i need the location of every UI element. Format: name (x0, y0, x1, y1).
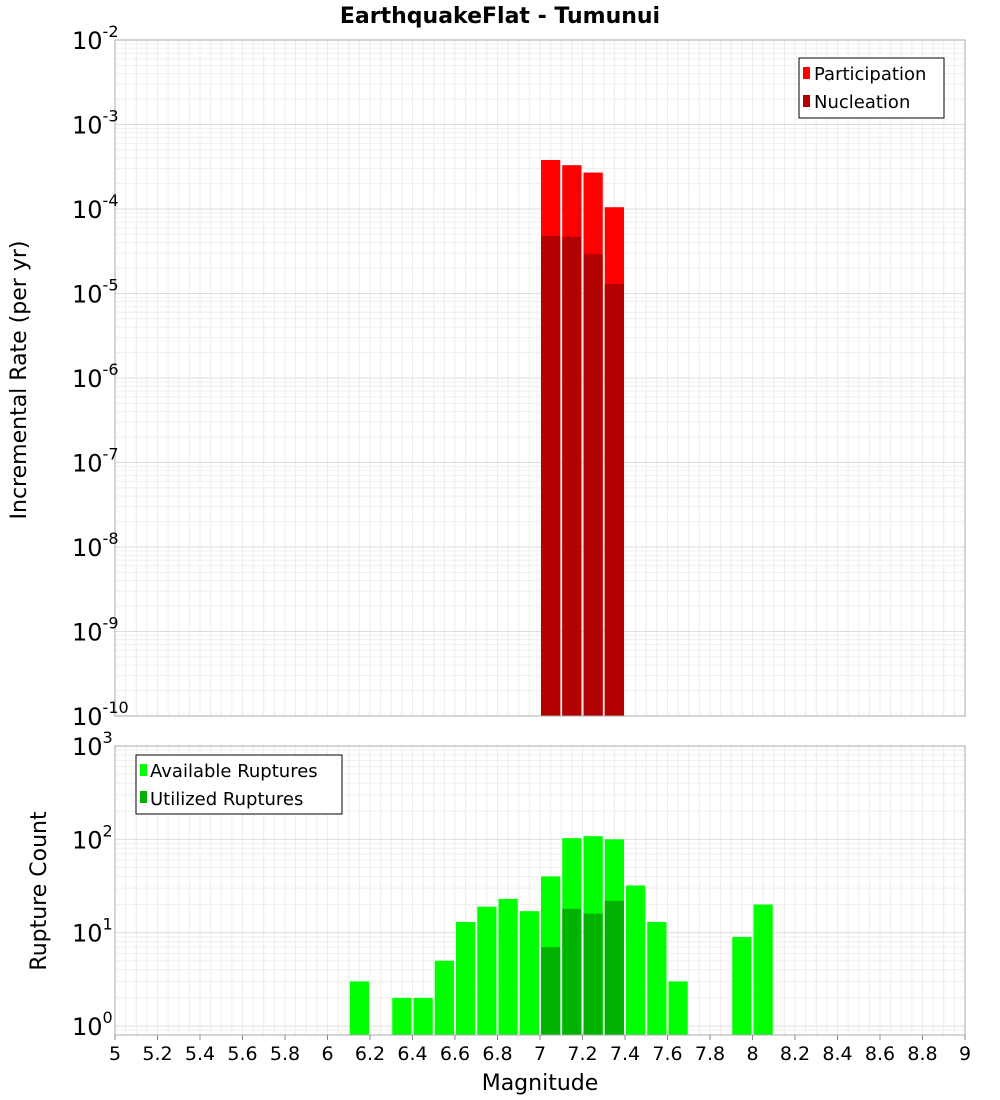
legend-swatch-participation (803, 67, 810, 79)
legend-label-participation: Participation (814, 64, 926, 85)
x-tick-label: 8.6 (865, 1043, 895, 1065)
x-tick-label: 5.6 (227, 1043, 257, 1065)
x-tick-label: 8.8 (907, 1043, 937, 1065)
top-y-tick-label: 10-8 (72, 529, 119, 562)
x-tick-label: 6.8 (482, 1043, 512, 1065)
x-tick-label: 8 (746, 1043, 758, 1065)
x-ticks: 5 5.2 5.4 5.6 5.8 6 6.2 6.4 6.6 6.8 7 7.2 7.4 7.6 7.8 8… (109, 1035, 971, 1065)
top-plot-area: 10-10 10-9 10-8 10-7 10-6 10-5 10-4 10-3 10-2 Pa… (72, 22, 966, 731)
x-tick-label: 6.2 (355, 1043, 385, 1065)
bottom-bars (349, 836, 773, 1035)
top-legend-box (798, 57, 945, 119)
bottom-legend-box (135, 754, 343, 815)
x-tick-label: 8.4 (822, 1043, 852, 1065)
legend-label-nucleation: Nucleation (814, 92, 910, 113)
chart-title: EarthquakeFlat - Tumunui (340, 4, 660, 29)
top-y-tick-label: 10-6 (72, 360, 119, 393)
bottom-available-ruptures-bar (647, 922, 667, 1035)
top-nucleation-bar (604, 283, 624, 716)
top-y-tick-label: 10-7 (72, 445, 119, 478)
top-y-tick-label: 10-10 (72, 698, 129, 731)
x-tick-label: 6.4 (397, 1043, 427, 1065)
bottom-utilized-ruptures-bar (541, 947, 561, 1035)
top-gridlines (114, 39, 966, 717)
legend-swatch-available (140, 764, 147, 776)
legend-swatch-utilized (140, 791, 147, 803)
bottom-available-ruptures-bar (732, 936, 752, 1035)
x-tick-label: 8.2 (780, 1043, 810, 1065)
x-tick-label: 5 (109, 1043, 121, 1065)
bottom-y-tick-label: 100 (72, 1008, 113, 1041)
top-y-ticks: 10-10 10-9 10-8 10-7 10-6 10-5 10-4 10-3 10-2 (72, 22, 129, 731)
bottom-available-ruptures-bar (392, 997, 412, 1035)
bottom-y-axis-label: Rupture Count (27, 811, 52, 971)
top-y-axis-label: Incremental Rate (per yr) (7, 241, 32, 520)
top-nucleation-bar (583, 254, 603, 716)
bottom-available-ruptures-bar (753, 904, 773, 1035)
top-plot-border (114, 39, 966, 717)
top-y-tick-label: 10-2 (72, 22, 119, 55)
bottom-available-ruptures-bar (668, 981, 688, 1035)
bottom-y-ticks: 100 101 102 103 (72, 728, 113, 1041)
bottom-available-ruptures-bar (349, 981, 369, 1035)
bottom-utilized-ruptures-bar (604, 900, 624, 1035)
bottom-legend: Available Ruptures Utilized Ruptures (135, 754, 343, 815)
bottom-y-tick-label: 102 (72, 821, 113, 854)
bottom-available-ruptures-bar (434, 960, 454, 1035)
bottom-utilized-ruptures-bar (562, 908, 582, 1035)
bottom-available-ruptures-bar (477, 906, 497, 1035)
x-tick-label: 5.8 (270, 1043, 300, 1065)
x-axis-label: Magnitude (482, 1071, 599, 1096)
top-bars (541, 160, 624, 717)
x-tick-label: 7.8 (695, 1043, 725, 1065)
bottom-y-tick-label: 103 (72, 728, 113, 761)
x-tick-label: 9 (959, 1043, 971, 1065)
top-nucleation-bar (562, 236, 582, 716)
legend-label-available: Available Ruptures (150, 761, 318, 782)
bottom-available-ruptures-bar (626, 885, 646, 1035)
x-tick-label: 7.2 (567, 1043, 597, 1065)
x-tick-label: 7.4 (610, 1043, 640, 1065)
top-y-tick-label: 10-3 (72, 107, 119, 140)
x-tick-label: 6.6 (440, 1043, 470, 1065)
top-y-tick-label: 10-5 (72, 276, 119, 309)
top-y-tick-label: 10-4 (72, 191, 119, 224)
x-tick-label: 5.4 (185, 1043, 215, 1065)
bottom-utilized-ruptures-bar (583, 913, 603, 1035)
x-tick-label: 7.6 (652, 1043, 682, 1065)
bottom-available-ruptures-bar (413, 997, 433, 1035)
bottom-available-ruptures-bar (498, 898, 518, 1035)
bottom-plot-area: 100 101 102 103 5 5.2 5.4 5.6 5.8 6 6.2 6.4 6.6 6.8 7… (72, 728, 971, 1065)
top-nucleation-bar (541, 235, 561, 716)
x-tick-label: 5.2 (142, 1043, 172, 1065)
top-y-tick-label: 10-9 (72, 614, 119, 647)
bottom-available-ruptures-bar (456, 922, 476, 1035)
bottom-y-tick-label: 101 (72, 915, 113, 948)
x-tick-label: 7 (534, 1043, 546, 1065)
bottom-available-ruptures-bar (519, 911, 539, 1035)
legend-swatch-nucleation (803, 95, 810, 107)
x-tick-label: 6 (321, 1043, 333, 1065)
legend-label-utilized: Utilized Ruptures (150, 789, 303, 810)
top-legend: Participation Nucleation (798, 57, 945, 119)
